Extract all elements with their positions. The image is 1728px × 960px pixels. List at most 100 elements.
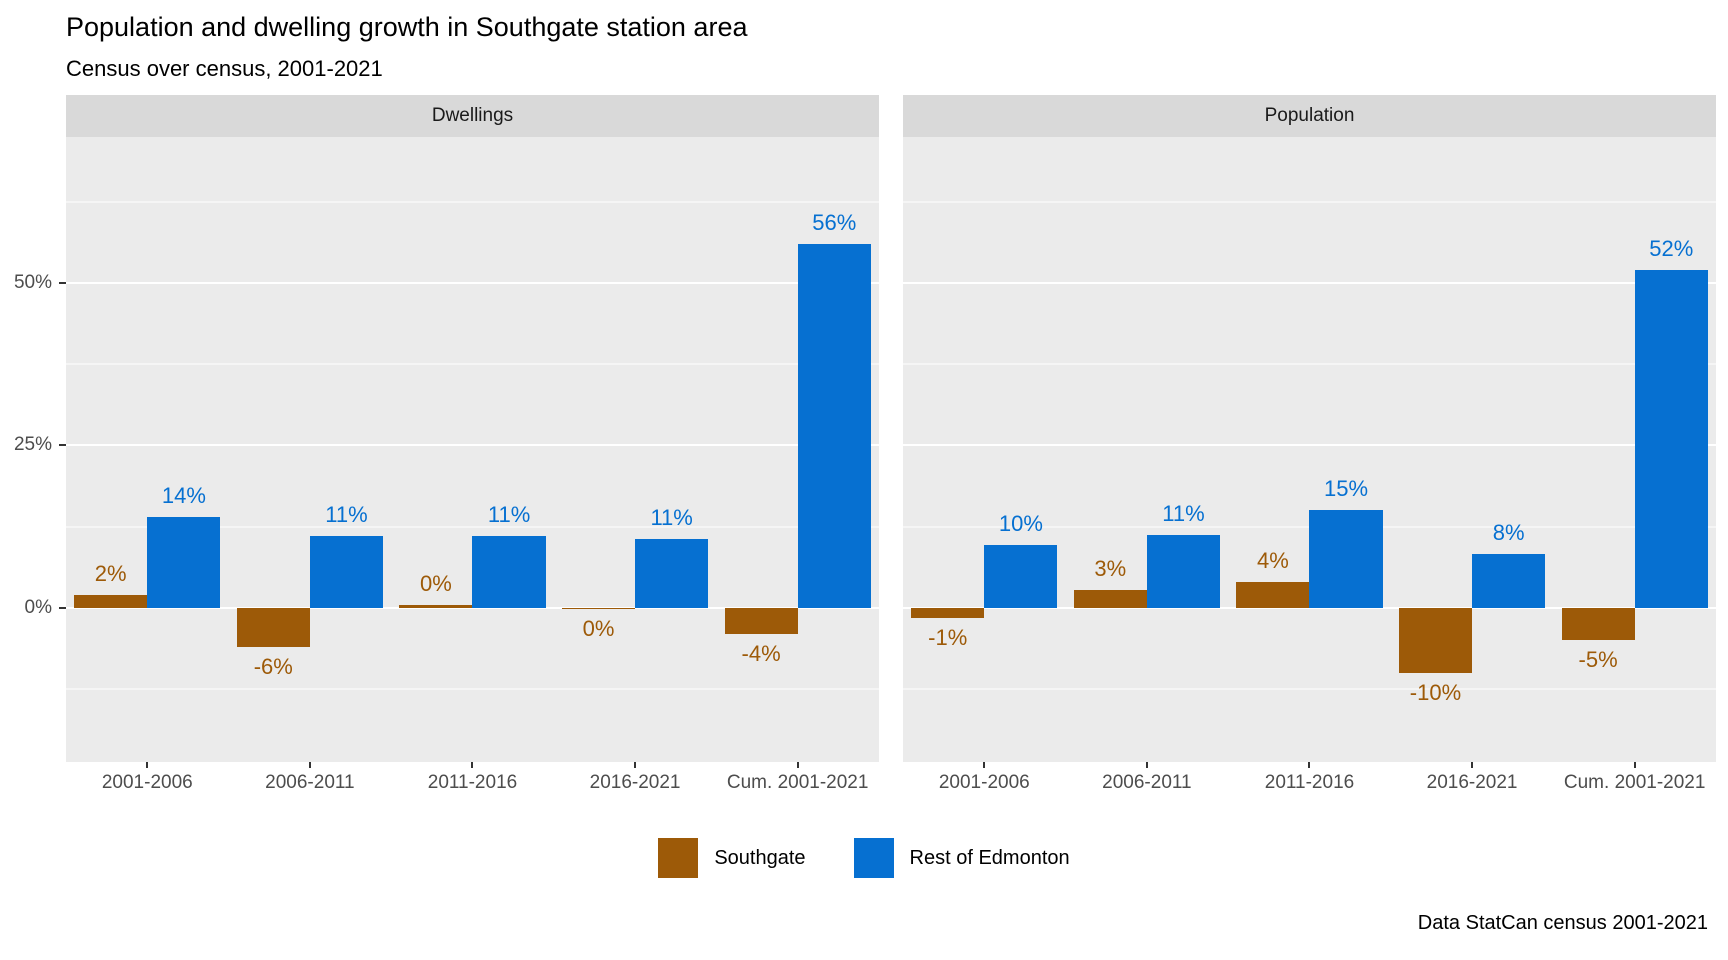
bar-southgate bbox=[1561, 607, 1635, 641]
bar-rest-of-edmonton bbox=[984, 544, 1058, 608]
x-axis-label: 2006-2011 bbox=[1102, 772, 1192, 793]
x-axis-tick bbox=[1471, 762, 1474, 768]
category-group: 2% 14% bbox=[66, 137, 229, 762]
minor-gridline bbox=[66, 688, 879, 690]
x-axis-label: 2006-2011 bbox=[265, 772, 355, 793]
bar-value-label: 8% bbox=[1492, 519, 1525, 545]
x-axis-cell: 2006-2011 bbox=[229, 762, 392, 804]
legend-swatch-rest-of-edmonton bbox=[853, 838, 894, 878]
facet-container: Dwellings 2% 14% -6% 11% 0% 11% 0% 11% -4% 56% 2001… bbox=[14, 95, 1716, 804]
major-gridline bbox=[903, 606, 1716, 609]
plot-area: Dwellings 2% 14% -6% 11% 0% 11% 0% 11% -4% 56% 2001… bbox=[14, 95, 1716, 804]
legend-item-southgate: Southgate bbox=[658, 838, 806, 878]
bar-value-label: 11% bbox=[650, 504, 693, 530]
bar-value-label: 10% bbox=[998, 510, 1043, 536]
bar-value-label: 4% bbox=[1256, 548, 1289, 574]
x-axis-cell: 2011-2016 bbox=[391, 762, 554, 804]
x-axis-label: Cum. 2001-2021 bbox=[1563, 772, 1706, 793]
y-axis-tick bbox=[59, 606, 66, 609]
bar-rest-of-edmonton bbox=[1146, 535, 1221, 608]
category-group: 0% 11% bbox=[554, 137, 717, 762]
bar-value-label: 11% bbox=[487, 502, 531, 528]
category-group: -4% 56% bbox=[716, 137, 879, 762]
bar-value-label: 2% bbox=[94, 560, 127, 586]
bar-value-label: 56% bbox=[812, 210, 857, 236]
minor-gridline bbox=[66, 201, 879, 203]
bar-rest-of-edmonton bbox=[797, 244, 871, 608]
panel-population: -1% 10% 3% 11% 4% 15% -10% 8% -5% 52% bbox=[903, 137, 1716, 762]
bar-value-label: -1% bbox=[928, 624, 968, 650]
x-axis-tick bbox=[308, 762, 311, 768]
x-axis-label: 2011-2016 bbox=[1264, 772, 1355, 793]
bar-rest-of-edmonton bbox=[1634, 270, 1708, 608]
x-axis-cell: 2001-2006 bbox=[903, 762, 1066, 804]
major-gridline bbox=[66, 282, 879, 285]
bar-southgate bbox=[724, 607, 798, 634]
x-axis-cell: 2016-2021 bbox=[554, 762, 717, 804]
minor-gridline bbox=[66, 363, 879, 365]
bar-southgate bbox=[236, 607, 310, 647]
facet-population: Population -1% 10% 3% 11% 4% 15% -10% 8% -5% 52% 20… bbox=[903, 95, 1716, 804]
bar-southgate bbox=[1073, 589, 1147, 608]
x-axis-label: 2001-2006 bbox=[938, 772, 1030, 793]
x-axis-label: 2001-2006 bbox=[101, 772, 193, 793]
facet-strip-label: Dwellings bbox=[66, 95, 879, 137]
y-axis-label: 0% bbox=[24, 596, 52, 618]
x-axis-label: 2016-2021 bbox=[1426, 772, 1518, 793]
bar-southgate bbox=[74, 594, 148, 608]
major-gridline bbox=[903, 444, 1716, 447]
bar-rest-of-edmonton bbox=[309, 536, 384, 608]
caption: Data StatCan census 2001-2021 bbox=[1417, 912, 1708, 934]
bar-value-label: 15% bbox=[1324, 476, 1369, 502]
y-axis-tick bbox=[59, 282, 66, 285]
category-group: -1% 10% bbox=[903, 137, 1066, 762]
facet-dwellings: Dwellings 2% 14% -6% 11% 0% 11% 0% 11% -4% 56% 2001… bbox=[14, 95, 879, 804]
bar-rest-of-edmonton bbox=[1309, 510, 1383, 608]
bar-value-label: 52% bbox=[1649, 236, 1694, 262]
x-axis-tick bbox=[1145, 762, 1148, 768]
legend-swatch-southgate bbox=[658, 838, 699, 878]
category-group: -6% 11% bbox=[229, 137, 392, 762]
y-axis-label: 25% bbox=[13, 434, 52, 456]
bar-value-label: 3% bbox=[1094, 555, 1127, 581]
major-gridline bbox=[903, 282, 1716, 285]
x-axis: 2001-2006 2006-2011 2011-2016 2016-2021 Cum.… bbox=[66, 762, 879, 804]
minor-gridline bbox=[903, 201, 1716, 203]
x-axis-tick bbox=[1308, 762, 1311, 768]
bar-value-label: -5% bbox=[1578, 647, 1618, 673]
x-axis-tick bbox=[146, 762, 149, 768]
bar-rest-of-edmonton bbox=[635, 538, 709, 608]
category-group: -10% 8% bbox=[1391, 137, 1554, 762]
bar-value-label: -4% bbox=[741, 640, 781, 666]
major-gridline bbox=[66, 444, 879, 447]
minor-gridline bbox=[66, 526, 879, 528]
x-axis-cell: Cum. 2001-2021 bbox=[1553, 762, 1716, 804]
legend-item-rest-of-edmonton: Rest of Edmonton bbox=[853, 838, 1070, 878]
x-axis-cell: Cum. 2001-2021 bbox=[716, 762, 879, 804]
bar-southgate bbox=[1398, 607, 1473, 673]
x-axis-tick bbox=[1633, 762, 1636, 768]
x-axis-cell: 2001-2006 bbox=[66, 762, 229, 804]
y-axis: 50% 25% 0% bbox=[2, 137, 66, 762]
category-group: 0% 11% bbox=[391, 137, 554, 762]
bar-rest-of-edmonton bbox=[147, 516, 221, 608]
x-axis-cell: 2006-2011 bbox=[1066, 762, 1229, 804]
x-axis-tick bbox=[796, 762, 799, 768]
bar-southgate bbox=[399, 605, 473, 608]
category-group: -5% 52% bbox=[1553, 137, 1716, 762]
x-axis-label: 2011-2016 bbox=[427, 772, 518, 793]
chart-subtitle: Census over census, 2001-2021 bbox=[66, 56, 383, 81]
x-axis-cell: 2016-2021 bbox=[1391, 762, 1554, 804]
y-axis-label: 50% bbox=[13, 272, 52, 294]
x-axis: 2001-2006 2006-2011 2011-2016 2016-2021 Cum.… bbox=[903, 762, 1716, 804]
bar-southgate bbox=[1236, 582, 1310, 608]
y-axis-tick bbox=[59, 444, 66, 447]
x-axis-tick bbox=[634, 762, 637, 768]
x-axis-cell: 2011-2016 bbox=[1228, 762, 1391, 804]
bar-rest-of-edmonton bbox=[1472, 553, 1546, 608]
bar-groups: 2% 14% -6% 11% 0% 11% 0% 11% -4% 56% bbox=[66, 137, 879, 762]
bar-southgate bbox=[561, 607, 636, 610]
x-axis-tick bbox=[983, 762, 986, 768]
bar-value-label: 11% bbox=[1162, 501, 1205, 527]
